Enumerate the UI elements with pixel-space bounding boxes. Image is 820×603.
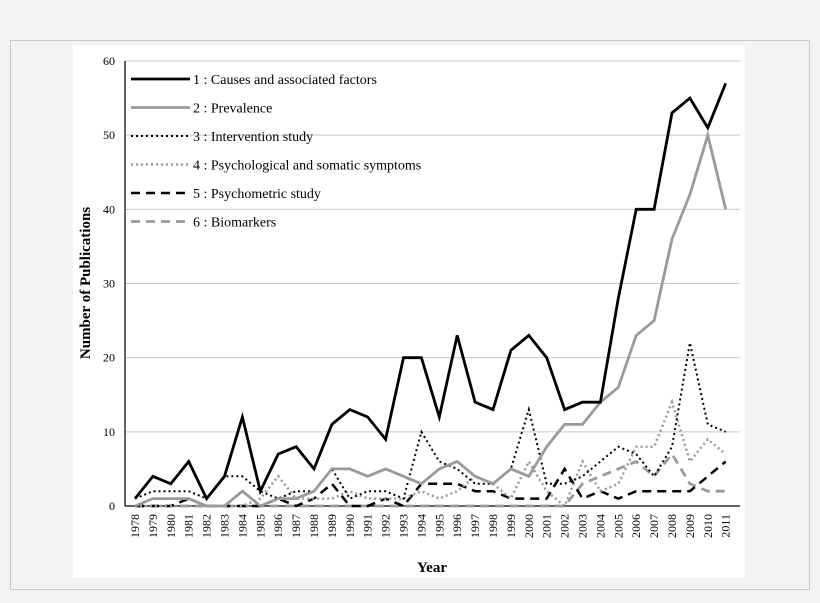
x-tick-label: 1994 — [414, 514, 428, 538]
x-tick-label: 1983 — [218, 514, 232, 538]
series-lines — [133, 82, 728, 509]
x-tick-label: 2009 — [683, 514, 697, 538]
x-tick-label: 2002 — [558, 514, 572, 538]
x-tick-label: 1995 — [432, 514, 446, 538]
legend-label-4: 4 : Psychological and somatic symptoms — [193, 159, 421, 174]
x-tick-label: 1982 — [200, 514, 214, 538]
series-line-3 — [134, 342, 727, 500]
legend: 1 : Causes and associated factors 2 : Pre… — [131, 73, 421, 231]
x-tick-label: 1991 — [361, 514, 375, 538]
x-tick-label: 2008 — [665, 514, 679, 538]
y-tick-label: 0 — [109, 499, 115, 513]
x-tick-label: 1986 — [271, 514, 285, 538]
gridlines — [125, 60, 740, 433]
y-tick-label: 40 — [103, 202, 115, 216]
x-tick-label: 1993 — [397, 514, 411, 538]
y-tick-label: 60 — [103, 54, 115, 68]
x-tick-label: 1996 — [450, 514, 464, 538]
series-line-1 — [133, 82, 727, 502]
series-line-2 — [134, 129, 728, 508]
x-tick-label: 1984 — [235, 514, 249, 538]
x-axis-title: Year — [417, 560, 447, 576]
x-tick-label: 2011 — [719, 514, 733, 538]
x-tick-label: 2003 — [576, 514, 590, 538]
x-tick-label: 1989 — [325, 514, 339, 538]
x-tick-label: 1988 — [307, 514, 321, 538]
x-tick-label: 1979 — [146, 514, 160, 538]
series-line-4 — [135, 398, 727, 509]
series-line-6 — [135, 451, 726, 508]
x-tick-label: 1978 — [128, 514, 142, 538]
y-tick-label: 30 — [103, 277, 115, 291]
x-tick-label: 2004 — [593, 514, 607, 538]
x-tick-label: 1987 — [289, 514, 303, 538]
x-tick-label: 1992 — [379, 514, 393, 538]
legend-label-5: 5 : Psychometric study — [193, 187, 321, 202]
y-tick-labels: 0 10 20 30 40 50 60 — [103, 54, 115, 513]
x-tick-labels: 1978 1979 1980 1981 1982 1983 1984 1985 1986 1987… — [128, 514, 733, 538]
x-tick-label: 2000 — [522, 514, 536, 538]
legend-label-2: 2 : Prevalence — [193, 102, 272, 117]
x-tick-label: 2010 — [701, 514, 715, 538]
x-tick-label: 2007 — [647, 514, 661, 538]
legend-label-6: 6 : Biomarkers — [193, 216, 276, 231]
y-axis-title: Number of Publications — [78, 207, 94, 359]
legend-label-1: 1 : Causes and associated factors — [193, 73, 377, 88]
x-tick-label: 2001 — [540, 514, 554, 538]
x-tick-label: 1990 — [343, 514, 357, 538]
x-tick-label: 1997 — [468, 514, 482, 538]
y-tick-label: 20 — [103, 351, 115, 365]
x-tick-label: 1985 — [253, 514, 267, 538]
x-tick-label: 2005 — [611, 514, 625, 538]
x-tick-label: 1980 — [164, 514, 178, 538]
y-tick-label: 10 — [103, 425, 115, 439]
x-tick-label: 1981 — [182, 514, 196, 538]
x-tick-label: 1998 — [486, 514, 500, 538]
x-tick-label: 2006 — [629, 514, 643, 538]
series-line-5 — [135, 460, 727, 508]
x-tick-label: 1999 — [504, 514, 518, 538]
chart-panel — [73, 45, 745, 578]
legend-label-3: 3 : Intervention study — [193, 130, 313, 145]
y-tick-label: 50 — [103, 128, 115, 142]
